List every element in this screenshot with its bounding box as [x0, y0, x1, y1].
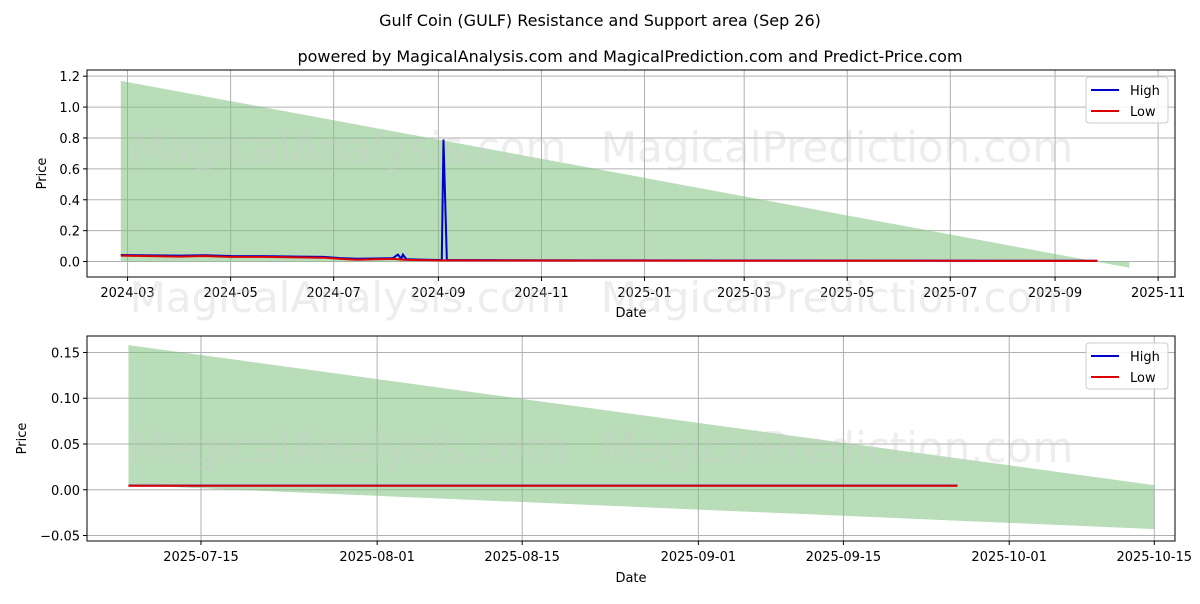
y-tick-label: 0.4 [59, 194, 80, 209]
y-tick-label: 1.0 [59, 101, 80, 116]
watermark-text: MagicalPrediction.com [601, 123, 1074, 172]
legend-label-low: Low [1130, 371, 1156, 386]
x-tick-label: 2024-03 [100, 286, 154, 301]
y-tick-label: 0.0 [59, 256, 80, 271]
y-tick-label: 0.8 [59, 132, 80, 147]
x-tick-label: 2025-07-15 [163, 550, 239, 565]
x-tick-label: 2024-05 [203, 286, 257, 301]
support-resistance-band [128, 345, 1155, 530]
x-tick-label: 2025-10-01 [971, 550, 1047, 565]
x-axis-label: Date [615, 306, 646, 321]
x-tick-label: 2025-03 [717, 286, 771, 301]
watermark-text: MagicalAnalysis.com [130, 123, 567, 172]
y-tick-label: 0.6 [59, 163, 80, 178]
x-tick-label: 2025-08-01 [339, 550, 415, 565]
y-tick-label: 0.2 [59, 225, 80, 240]
x-axis-label: Date [615, 571, 646, 586]
x-tick-label: 2025-08-15 [484, 550, 560, 565]
y-axis-label: Price [15, 423, 30, 455]
y-tick-label: 0.05 [51, 438, 80, 453]
figure-subtitle: powered by MagicalAnalysis.com and Magic… [297, 47, 962, 66]
chart-1: 2024-03 2024-05 2024-07 2024-09 2024-11 2025-… [35, 69, 1185, 322]
x-tick-label: 2024-09 [411, 286, 465, 301]
x-tick-label: 2025-09-01 [661, 550, 737, 565]
plot-frame [86, 335, 1176, 542]
watermark-text: MagicalAnalysis.com [130, 423, 567, 472]
x-tick-label: 2025-05 [820, 286, 874, 301]
x-tick-label: 2025-07 [923, 286, 977, 301]
legend-label-high: High [1130, 350, 1160, 365]
chart-2: 2025-07-15 2025-08-01 2025-08-15 2025-09-01… [15, 335, 1192, 586]
x-tick-label: 2025-01 [617, 286, 671, 301]
y-tick-label: 0.10 [51, 392, 80, 407]
x-tick-label: 2024-11 [514, 286, 568, 301]
x-tick-label: 2025-09 [1028, 286, 1082, 301]
low-series-line [120, 254, 1098, 262]
y-tick-label: 0.00 [51, 484, 80, 499]
x-tick-label: 2025-11 [1131, 286, 1185, 301]
legend-label-high: High [1130, 84, 1160, 99]
plot-frame [86, 69, 1176, 278]
x-tick-label: 2025-09-15 [806, 550, 882, 565]
y-axis-label: Price [35, 158, 50, 190]
legend-label-low: Low [1130, 105, 1156, 120]
watermark-text: MagicalPrediction.com [601, 423, 1074, 472]
y-tick-label: −0.05 [40, 530, 80, 545]
x-tick-label: 2025-10-15 [1116, 550, 1192, 565]
watermark-text: MagicalAnalysis.com [130, 273, 567, 322]
figure-title: Gulf Coin (GULF) Resistance and Support … [379, 11, 821, 30]
x-tick-label: 2024-07 [306, 286, 360, 301]
y-tick-label: 0.15 [51, 346, 80, 361]
support-resistance-band [120, 80, 1130, 268]
watermark-text: MagicalPrediction.com [601, 273, 1074, 322]
y-tick-label: 1.2 [59, 70, 80, 85]
